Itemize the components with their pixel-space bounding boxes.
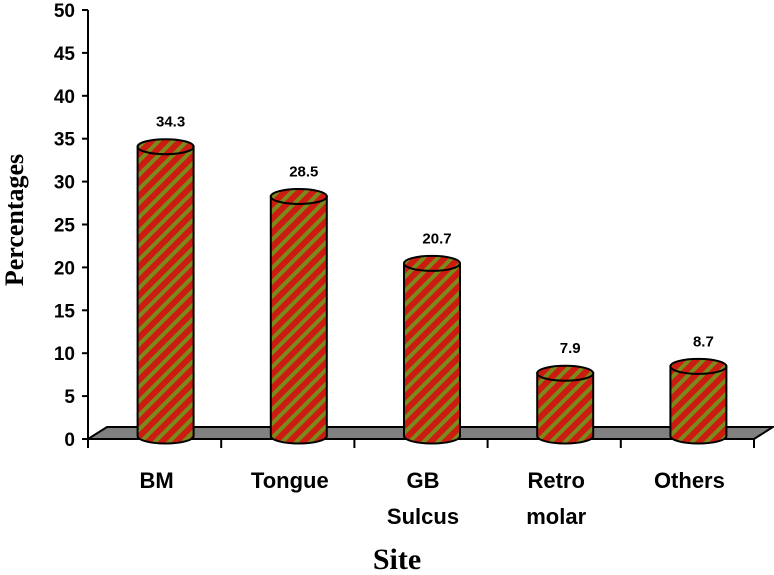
y-tick-label: 50: [54, 1, 75, 22]
y-axis-title: Percentages: [0, 154, 29, 286]
y-tick-label: 10: [54, 344, 75, 365]
x-tick-label: Retro molar: [526, 468, 586, 529]
bar-value-label: 8.7: [693, 333, 714, 350]
bar-value-label: 34.3: [156, 114, 185, 131]
bar-value-label: 7.9: [560, 340, 581, 357]
y-tick-label: 5: [64, 387, 75, 408]
bar: [669, 357, 728, 445]
bar: [269, 187, 328, 445]
x-tick-label: Tongue: [251, 468, 329, 493]
bar-body: [269, 195, 328, 445]
x-tick-label: GB Sulcus: [387, 468, 459, 529]
x-tick-label: BM: [139, 468, 173, 493]
x-axis-title: Site: [373, 543, 421, 575]
y-tick-label: 35: [54, 130, 76, 151]
bar-top: [536, 364, 595, 382]
bar-top: [269, 187, 328, 205]
y-tick-label: 40: [54, 87, 75, 108]
bar: [136, 138, 195, 445]
bar-body: [403, 262, 461, 445]
y-tick-label: 0: [64, 430, 75, 451]
bar: [403, 254, 461, 445]
y-tick-label: 20: [54, 258, 75, 279]
bar-top: [669, 357, 728, 375]
bar-value-label: 20.7: [422, 230, 451, 247]
bar-top: [136, 138, 195, 156]
bar-body: [669, 365, 728, 445]
bar-body: [536, 372, 595, 445]
bar: [536, 364, 595, 445]
bar-value-label: 28.5: [289, 163, 318, 180]
y-tick-label: 30: [54, 173, 75, 194]
y-tick-label: 25: [54, 216, 76, 237]
bar-top: [403, 254, 461, 272]
bar-body: [136, 145, 195, 445]
x-tick-label: Others: [654, 468, 725, 493]
y-tick-label: 15: [54, 301, 76, 322]
y-tick-label: 45: [54, 44, 76, 65]
